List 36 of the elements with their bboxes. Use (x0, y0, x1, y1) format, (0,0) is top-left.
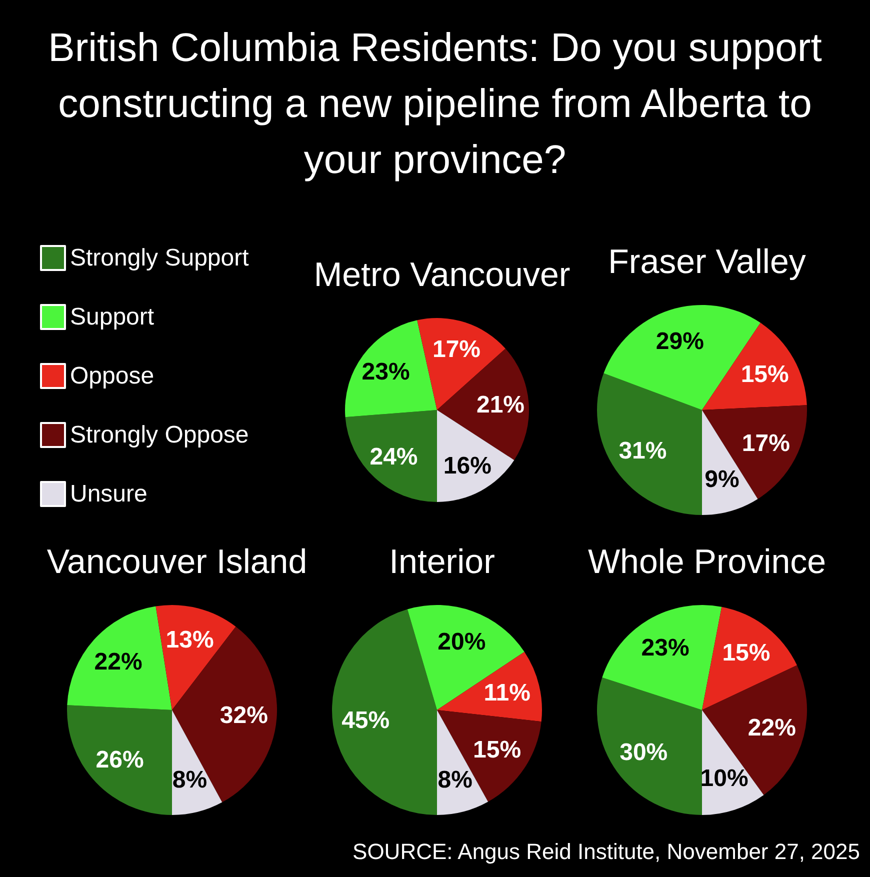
data-label: 22% (94, 648, 142, 676)
data-label: 22% (748, 714, 796, 742)
data-label: 20% (438, 628, 486, 656)
chart-title: Vancouver Island (46, 543, 308, 581)
data-label: 24% (370, 443, 418, 470)
data-label: 8% (438, 766, 472, 794)
chart-title: Fraser Valley (608, 243, 806, 281)
source-note: SOURCE: Angus Reid Institute, November 27, 2025 (352, 838, 860, 866)
data-label: 23% (641, 634, 690, 662)
data-label: 15% (740, 361, 789, 388)
data-label: 45% (342, 706, 390, 734)
data-label: 21% (476, 392, 525, 419)
data-label: 17% (432, 336, 481, 363)
data-label: 31% (618, 438, 667, 465)
data-label: 32% (220, 702, 268, 730)
text: British Columbia Residents: Do you support constructing a new pipeline from Alberta to your province? (47, 25, 823, 184)
chart-title: Interior (389, 543, 495, 581)
legend-label: Unsure (70, 480, 148, 508)
data-label: 8% (172, 766, 208, 794)
data-label: 29% (656, 328, 704, 355)
data-label: 23% (362, 358, 410, 386)
data-label: 16% (443, 452, 492, 480)
data-label: 13% (166, 626, 214, 654)
chart-title: Whole Province (588, 543, 826, 581)
data-label: 9% (704, 466, 740, 493)
data-label: 15% (473, 736, 522, 764)
legend-label: Strongly Oppose (70, 422, 249, 448)
legend-label: Strongly Support (70, 244, 250, 272)
data-label: 26% (96, 746, 144, 774)
data-label: 15% (722, 639, 770, 666)
chart-title: Metro Vancouver (314, 256, 570, 294)
data-label: 11% (484, 679, 530, 706)
data-label: 30% (620, 738, 668, 766)
legend-label: Support (70, 304, 154, 330)
data-label: 17% (742, 430, 790, 457)
legend-label: Oppose (70, 362, 154, 390)
